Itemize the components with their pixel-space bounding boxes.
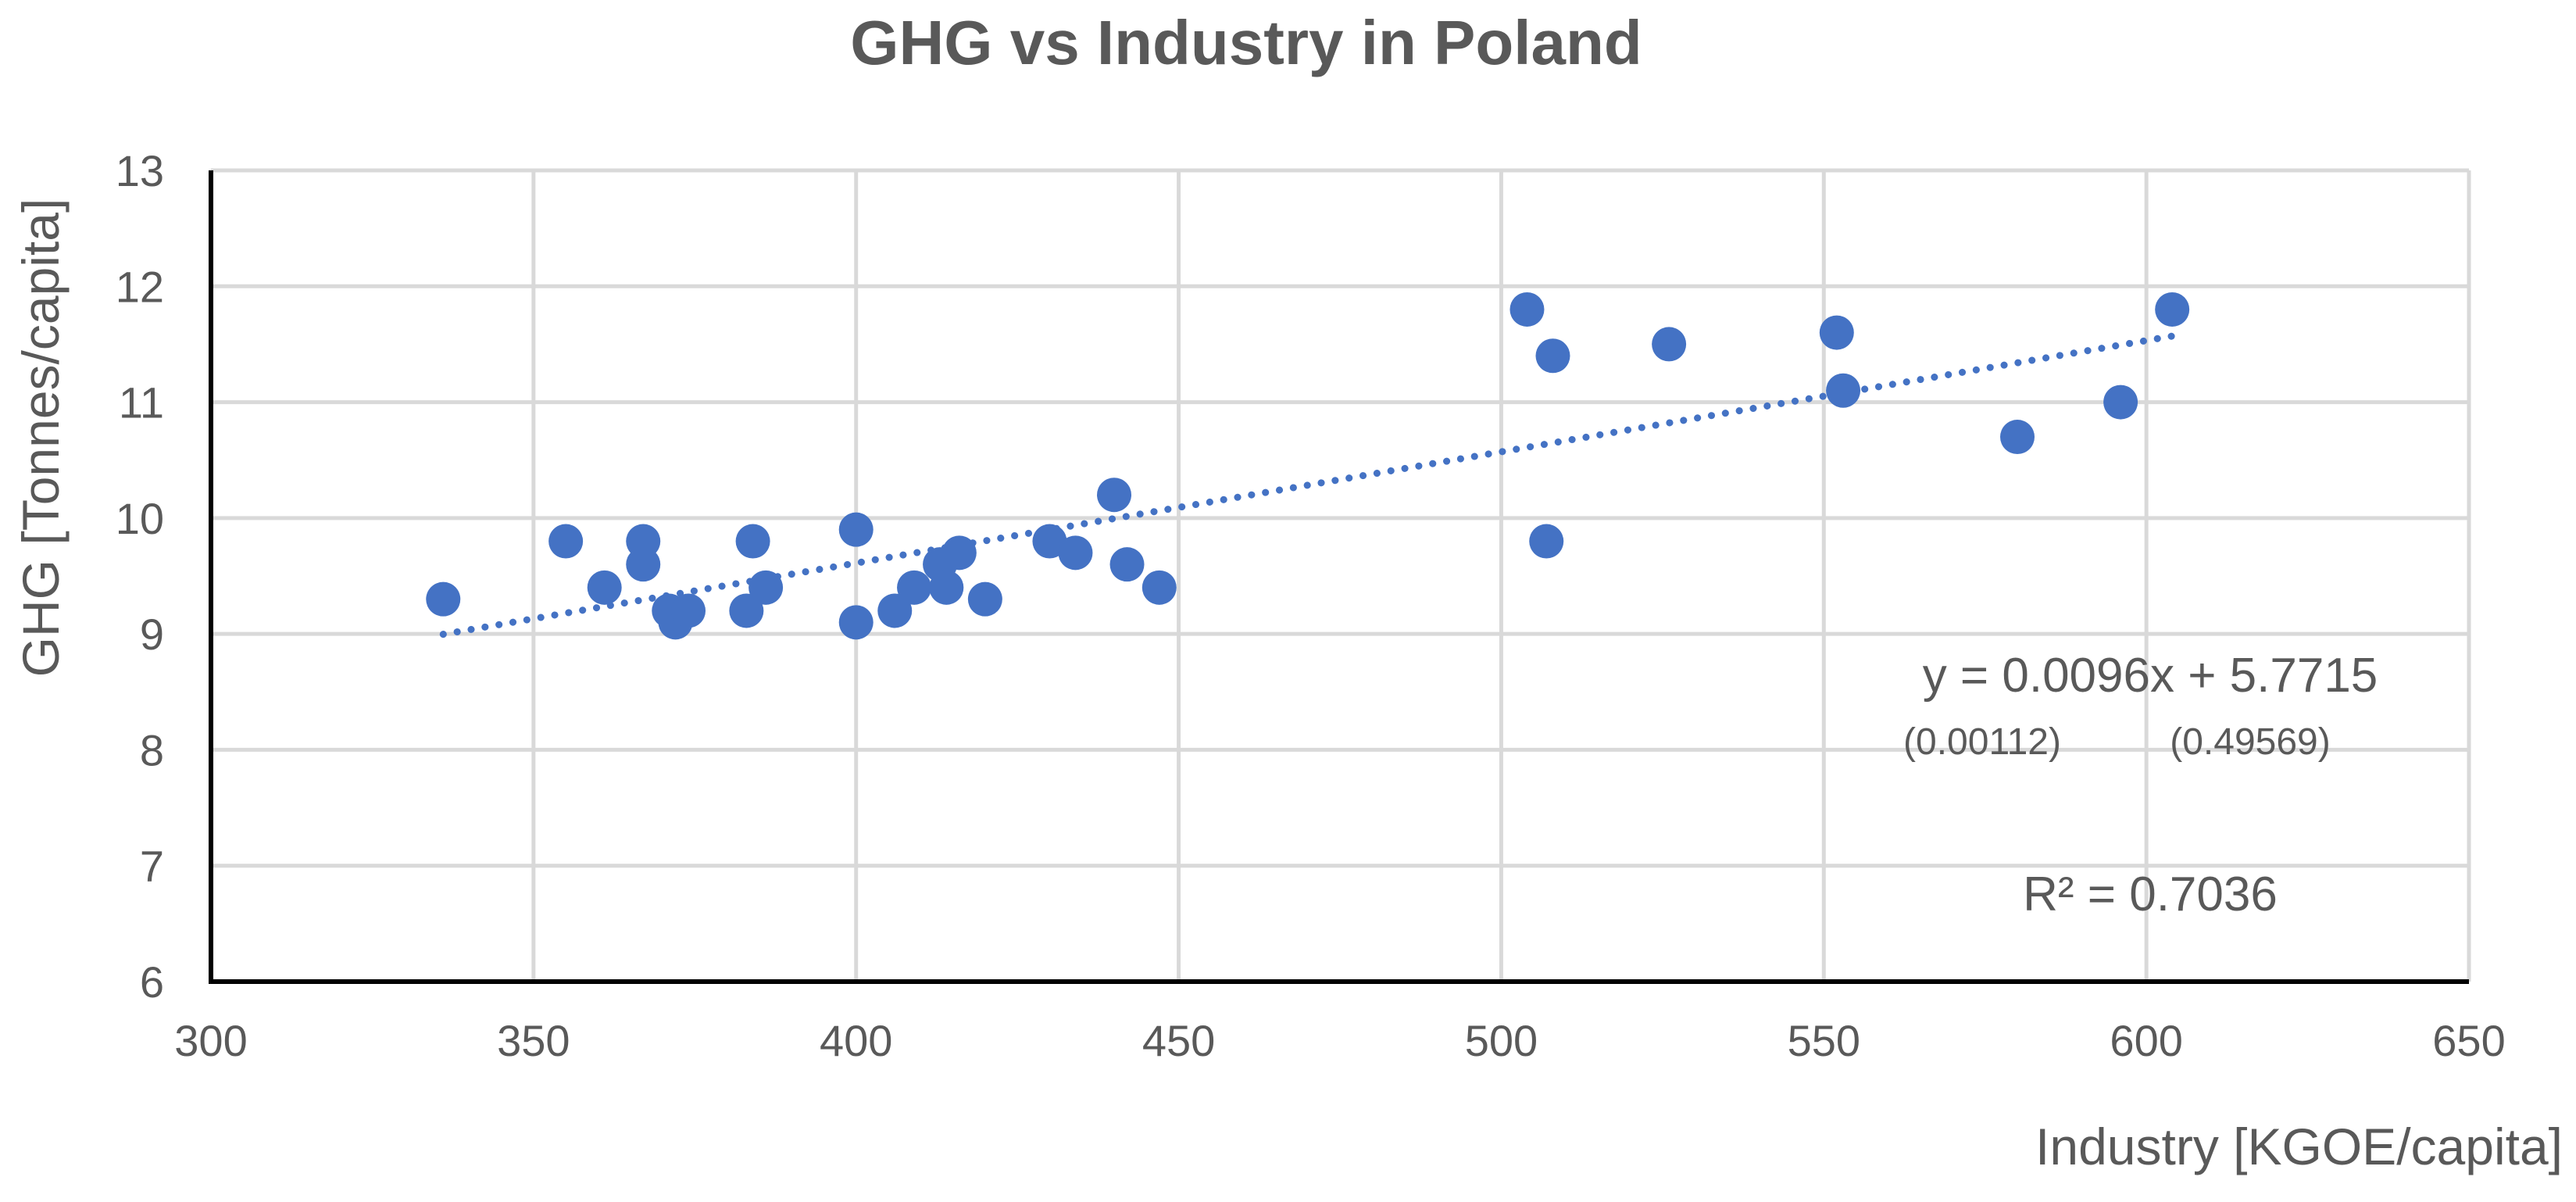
y-tick-label: 6 [140,957,164,1007]
data-point [587,570,622,605]
data-points [426,292,2190,640]
trendline-group [439,332,2176,639]
y-tick-label: 9 [140,610,164,659]
data-point [838,512,874,547]
data-point [941,535,977,571]
data-point [2000,420,2035,455]
trendline [439,332,2176,639]
data-point [929,570,964,605]
x-tick-label: 500 [1465,1016,1538,1065]
data-point [735,524,770,559]
y-tick-label: 11 [119,378,164,427]
data-point [426,581,461,617]
grid-lines [211,168,2471,982]
x-tick-label: 400 [820,1016,892,1065]
x-tick-label: 600 [2110,1016,2182,1065]
intercept-std-error: (0.49569) [2170,721,2330,763]
chart-title: GHG vs Industry in Poland [850,8,1642,77]
data-point [967,581,1002,617]
data-point [1652,327,1687,362]
data-point [749,570,784,605]
y-tick-label: 10 [116,494,164,543]
x-tick-label: 350 [497,1016,570,1065]
x-tick-label: 650 [2432,1016,2505,1065]
data-point [1032,524,1067,559]
data-point [838,605,874,640]
x-tick-labels: 300 350 400 450 500 550 600 650 [174,1016,2505,1065]
data-point [671,593,706,628]
data-point [877,593,913,628]
data-point [626,547,661,582]
x-tick-label: 450 [1142,1016,1215,1065]
x-axis-label: Industry [KGOE/capita] [2035,1118,2563,1175]
y-tick-labels: 6 7 8 9 10 11 12 13 [116,146,164,1007]
data-point [1819,315,1854,350]
data-point [2155,292,2190,327]
slope-std-error: (0.00112) [1903,721,2061,763]
regression-equation: y = 0.0096x + 5.7715 [1923,649,2378,703]
data-point [1535,338,1570,374]
y-tick-label: 12 [116,262,164,311]
data-point [1097,478,1131,513]
data-point [1529,524,1564,559]
x-tick-label: 550 [1788,1016,1860,1065]
y-tick-label: 7 [140,842,164,891]
data-point [2103,385,2138,420]
data-point [1142,570,1177,605]
y-tick-label: 8 [140,725,164,775]
data-point [729,593,764,628]
data-point [1058,535,1093,571]
data-point [1510,292,1545,327]
data-point [548,524,584,559]
y-tick-label: 13 [116,146,164,195]
data-point [1826,373,1861,408]
x-tick-label: 300 [174,1016,247,1065]
data-point [1109,547,1145,582]
axes [209,170,2469,984]
y-axis-label: GHG [Tonnes/capita] [12,199,70,678]
data-point [897,570,932,605]
r-squared-label: R² = 0.7036 [2023,868,2278,921]
